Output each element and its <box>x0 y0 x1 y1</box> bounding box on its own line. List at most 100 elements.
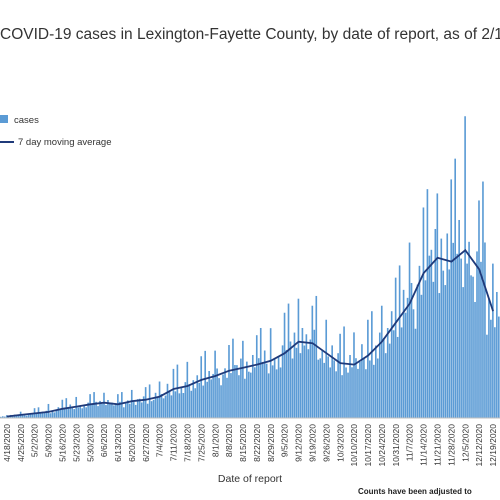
bar-cases <box>488 298 490 418</box>
x-tick-label: 9/19/2020 <box>308 424 318 462</box>
bar-cases <box>246 361 248 418</box>
bar-cases <box>132 402 135 418</box>
x-tick-label: 9/5/2020 <box>280 424 290 457</box>
bar-cases <box>396 336 399 418</box>
x-tick-label: 5/2/2020 <box>30 424 40 457</box>
bar-cases <box>375 345 377 418</box>
x-tick-label: 11/7/2020 <box>405 424 415 461</box>
x-tick-label: 7/18/2020 <box>183 424 193 462</box>
bar-cases <box>442 270 445 418</box>
bar-cases <box>380 305 383 418</box>
bar-cases <box>414 328 417 418</box>
bar-cases <box>89 394 91 418</box>
bar-cases <box>416 284 419 418</box>
bar-cases <box>115 403 117 418</box>
bar-cases <box>154 392 157 418</box>
bar-cases <box>140 402 143 418</box>
bar-cases <box>230 373 232 418</box>
bar-cases <box>200 356 203 418</box>
bar-cases <box>142 396 145 418</box>
bar-cases <box>3 416 6 418</box>
bar-cases <box>23 415 26 418</box>
bar-cases <box>327 356 330 418</box>
bar-cases <box>194 388 197 418</box>
bar-cases <box>388 343 391 418</box>
bar-cases <box>21 414 24 418</box>
bar-cases <box>99 400 101 418</box>
x-tick-label: 10/3/2020 <box>335 424 345 462</box>
line-series-7-day-average <box>6 248 494 418</box>
bar-cases <box>178 393 181 418</box>
bar-cases <box>51 411 54 418</box>
bar-cases <box>85 407 87 418</box>
bar-cases <box>351 367 353 418</box>
bar-cases <box>432 281 435 418</box>
x-tick-label: 9/26/2020 <box>321 424 331 462</box>
bar-cases <box>335 371 337 418</box>
bar-cases <box>386 327 389 418</box>
x-tick-labels: 4/18/2020 4/25/2020 5/2/2020 5/9/2020 5/16/2… <box>2 424 498 467</box>
bar-cases <box>148 384 151 418</box>
legend-swatch-cases <box>0 115 8 123</box>
bar-cases <box>329 367 331 418</box>
bar-cases <box>297 298 300 418</box>
bar-cases <box>470 275 472 418</box>
bar-cases <box>101 403 103 418</box>
bar-cases <box>11 416 14 418</box>
bar-cases <box>484 242 486 418</box>
bar-cases <box>77 407 80 418</box>
bar-cases <box>160 394 163 418</box>
bar-cases <box>394 277 397 418</box>
x-tick-label: 4/25/2020 <box>16 424 26 462</box>
x-tick-label: 6/6/2020 <box>99 424 109 457</box>
x-tick-label: 12/5/2020 <box>460 424 470 462</box>
bar-cases <box>438 293 441 418</box>
bar-cases <box>408 242 411 418</box>
bar-cases <box>293 332 296 418</box>
bar-cases <box>216 368 218 418</box>
bar-cases <box>331 345 333 418</box>
bar-cases <box>382 337 385 418</box>
bar-cases <box>138 398 141 418</box>
bar-cases <box>283 312 286 418</box>
bar-cases <box>287 303 290 418</box>
bar-cases <box>130 389 133 418</box>
bar-cases <box>136 399 139 418</box>
bar-cases <box>321 349 324 418</box>
bar-cases <box>192 380 195 418</box>
bar-cases <box>73 409 76 418</box>
bar-cases <box>146 403 149 418</box>
bar-cases <box>398 265 401 418</box>
x-tick-label: 8/1/2020 <box>210 424 220 457</box>
bar-cases <box>43 412 46 418</box>
bar-cases <box>126 400 129 418</box>
bar-cases <box>301 327 304 418</box>
bar-cases <box>359 361 361 418</box>
bar-cases <box>365 369 367 418</box>
bar-cases <box>93 392 95 418</box>
bar-cases <box>333 360 335 418</box>
bar-cases <box>226 377 228 418</box>
bar-cases <box>57 407 60 418</box>
legend-label-average: 7 day moving average <box>18 137 111 148</box>
bar-cases <box>257 358 260 418</box>
bar-cases <box>214 350 216 418</box>
bar-cases <box>376 358 379 418</box>
x-tick-label: 5/9/2020 <box>44 424 54 457</box>
bar-cases <box>448 269 451 418</box>
bar-cases <box>45 410 48 418</box>
bar-cases <box>363 358 365 418</box>
bar-cases <box>476 251 478 418</box>
x-tick-label: 10/17/2020 <box>363 424 373 467</box>
bar-cases <box>41 411 44 418</box>
bar-cases <box>355 358 357 418</box>
bar-cases <box>261 361 264 418</box>
bar-cases <box>31 414 34 418</box>
bar-cases <box>458 219 460 418</box>
bar-cases <box>422 207 425 418</box>
x-tick-label: 4/18/2020 <box>2 424 12 462</box>
x-tick-label: 12/19/2020 <box>488 424 498 467</box>
bar-cases <box>232 338 234 418</box>
bar-cases <box>357 368 359 418</box>
